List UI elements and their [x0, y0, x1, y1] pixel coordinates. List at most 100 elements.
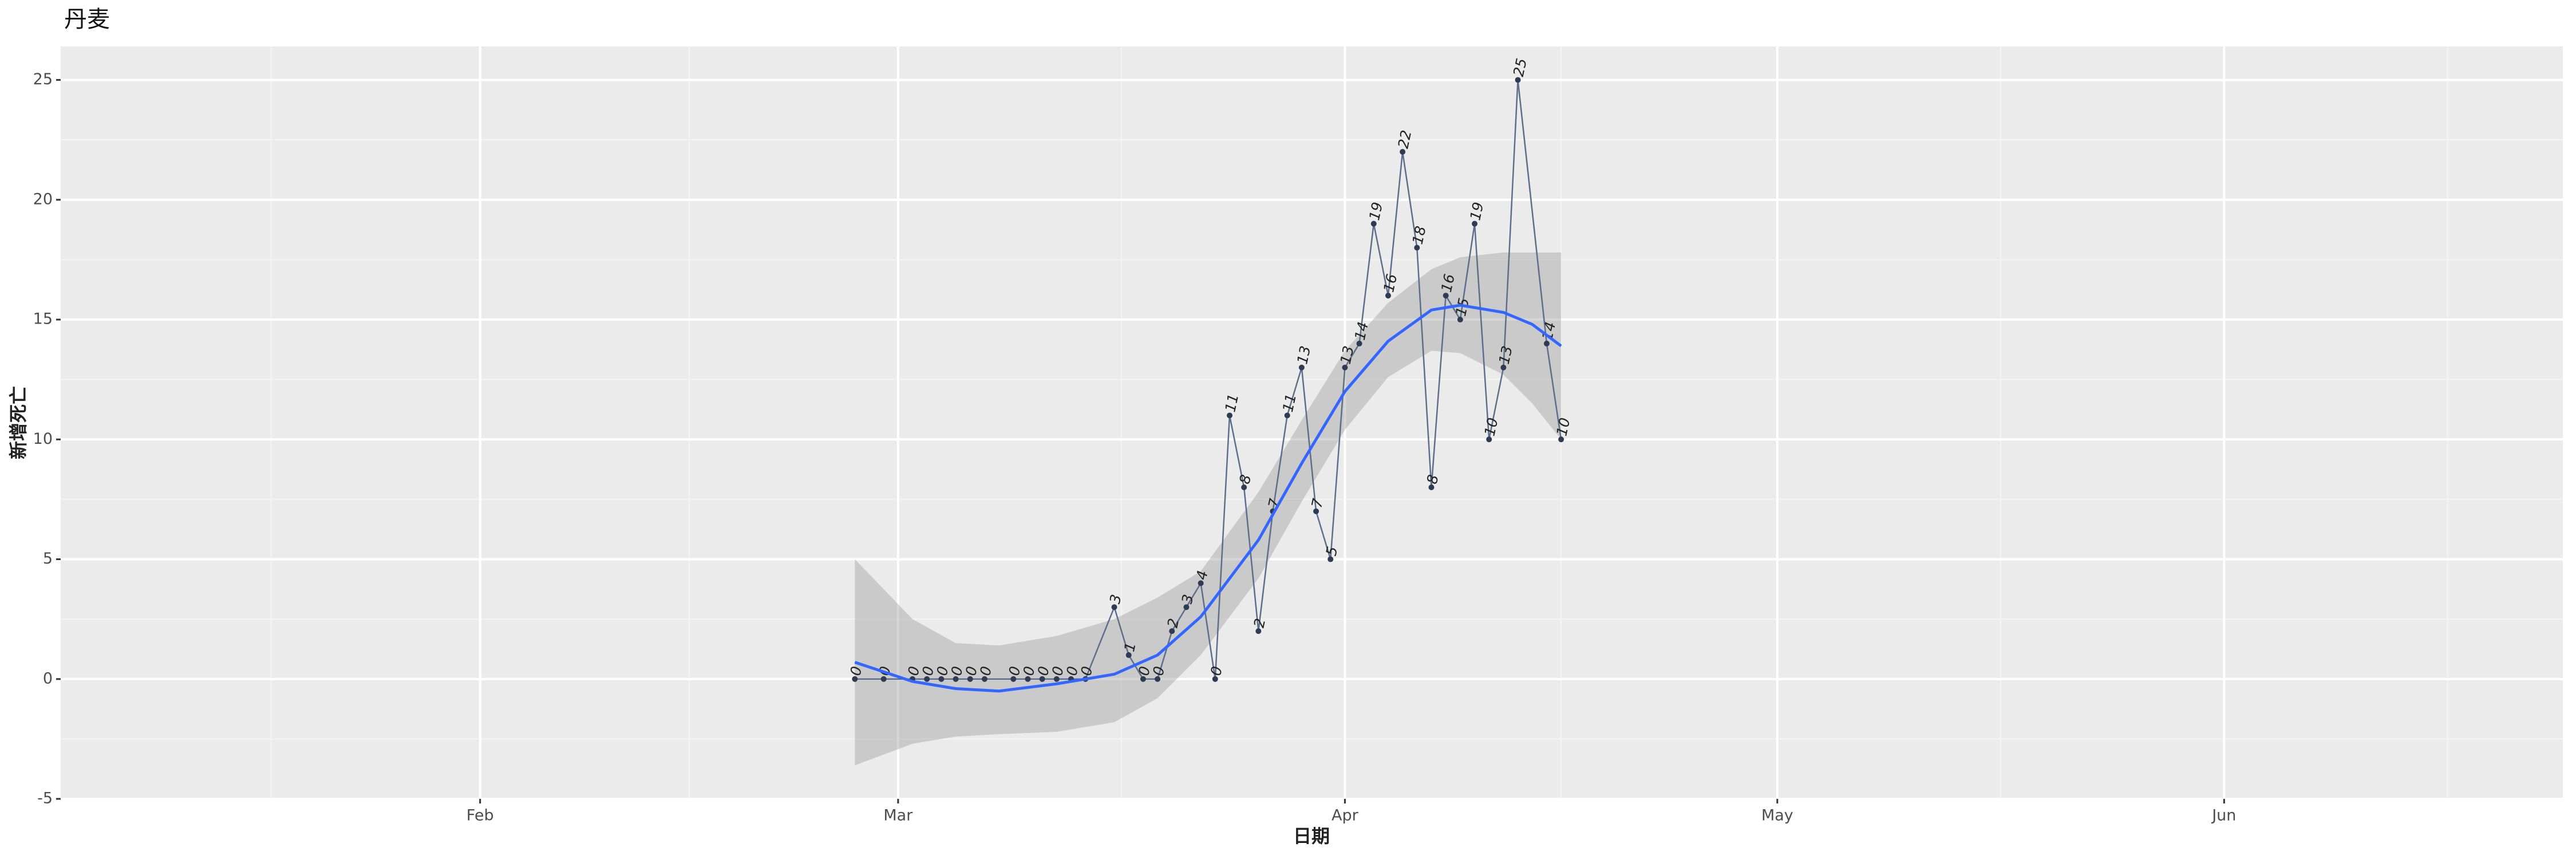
data-label: 19	[1467, 200, 1487, 222]
data-point	[1025, 676, 1031, 682]
y-tick-label: 10	[33, 430, 53, 448]
data-label: 0	[1207, 665, 1226, 677]
y-tick-label: 0	[43, 669, 53, 687]
data-point	[1414, 245, 1420, 251]
data-point	[1486, 436, 1492, 443]
x-tick-label: Apr	[1332, 807, 1359, 825]
chart-title: 丹麦	[64, 6, 110, 33]
data-point	[1010, 676, 1017, 682]
data-label: 10	[1481, 416, 1502, 438]
data-label: 14	[1352, 320, 1372, 341]
data-label: 0	[1034, 665, 1053, 677]
data-point	[1428, 484, 1435, 490]
data-label: 0	[904, 665, 923, 677]
data-point	[1140, 676, 1146, 682]
data-point	[1183, 604, 1190, 610]
data-point	[1053, 676, 1060, 682]
data-point	[938, 676, 945, 682]
data-label: 0	[1149, 665, 1168, 677]
data-point	[1155, 676, 1161, 682]
data-label: 16	[1438, 273, 1458, 294]
data-label: 0	[1135, 665, 1153, 677]
data-point	[953, 676, 959, 682]
data-point	[1457, 317, 1463, 323]
data-label: 0	[1006, 665, 1024, 677]
data-label: 11	[1279, 392, 1299, 413]
data-label: 13	[1496, 344, 1516, 365]
data-label: 3	[1179, 593, 1197, 605]
data-label: 13	[1337, 344, 1357, 365]
data-label: 11	[1222, 392, 1242, 413]
x-tick-label: May	[1761, 807, 1793, 825]
data-point	[1111, 604, 1117, 610]
data-point	[1543, 340, 1550, 346]
data-point	[1370, 220, 1377, 227]
data-label: 0	[1063, 665, 1081, 677]
data-label: 2	[1164, 617, 1183, 629]
data-label: 10	[1553, 416, 1573, 438]
data-point	[1558, 436, 1564, 443]
data-label: 0	[919, 665, 938, 677]
data-point	[1472, 220, 1478, 227]
data-point	[1443, 293, 1449, 299]
smooth-line	[854, 304, 1562, 693]
data-point	[967, 676, 973, 682]
data-point	[1500, 364, 1507, 371]
data-label: 0	[1078, 665, 1096, 677]
data-point	[1342, 364, 1348, 371]
y-tick-label: -5	[37, 790, 53, 807]
data-label: 19	[1366, 200, 1386, 222]
data-point	[1169, 628, 1175, 635]
data-label: 0	[1020, 665, 1038, 677]
data-label: 25	[1510, 57, 1530, 78]
data-label: 8	[1236, 473, 1255, 486]
data-point	[981, 676, 987, 682]
data-label: 1	[1121, 641, 1139, 653]
data-point	[852, 676, 858, 682]
data-point	[1385, 293, 1391, 299]
y-tick-label: 15	[33, 310, 53, 328]
data-point	[1515, 77, 1521, 83]
y-tick-label: 5	[43, 550, 53, 568]
x-axis-title: 日期	[1293, 825, 1330, 847]
data-point	[1400, 149, 1406, 155]
data-point	[1313, 508, 1319, 514]
data-point	[1039, 676, 1045, 682]
data-label: 0	[847, 665, 866, 677]
data-point	[1241, 484, 1247, 490]
data-label: 2	[1251, 617, 1269, 629]
data-label: 0	[948, 665, 966, 677]
x-tick-label: Feb	[467, 807, 494, 825]
data-point	[1198, 580, 1204, 586]
data-point	[1212, 676, 1218, 682]
data-point	[880, 676, 887, 682]
plot-panel	[61, 46, 2563, 799]
data-point	[1356, 340, 1362, 346]
data-point	[1298, 364, 1305, 371]
data-point	[1125, 652, 1132, 658]
data-label: 18	[1409, 224, 1429, 246]
data-label: 3	[1107, 593, 1125, 605]
confidence-band	[855, 252, 1562, 766]
data-label: 0	[962, 665, 981, 677]
data-label: 8	[1424, 473, 1442, 486]
data-label: 16	[1380, 273, 1400, 294]
data-label: 4	[1193, 569, 1211, 581]
data-point	[924, 676, 930, 682]
data-point	[1255, 628, 1262, 635]
data-label: 22	[1394, 129, 1415, 150]
data-label: 7	[1308, 497, 1326, 510]
y-tick-label: 20	[33, 190, 53, 208]
data-point	[1284, 412, 1290, 419]
data-label: 13	[1294, 344, 1314, 365]
x-tick-label: Jun	[2211, 807, 2236, 825]
data-label: 5	[1323, 545, 1341, 558]
grid	[61, 46, 2563, 800]
data-label: 0	[1049, 665, 1067, 677]
data-point	[1226, 412, 1232, 419]
x-tick-label: Mar	[883, 807, 913, 825]
y-axis-title: 新增死亡	[7, 386, 29, 459]
data-label: 0	[977, 665, 995, 677]
